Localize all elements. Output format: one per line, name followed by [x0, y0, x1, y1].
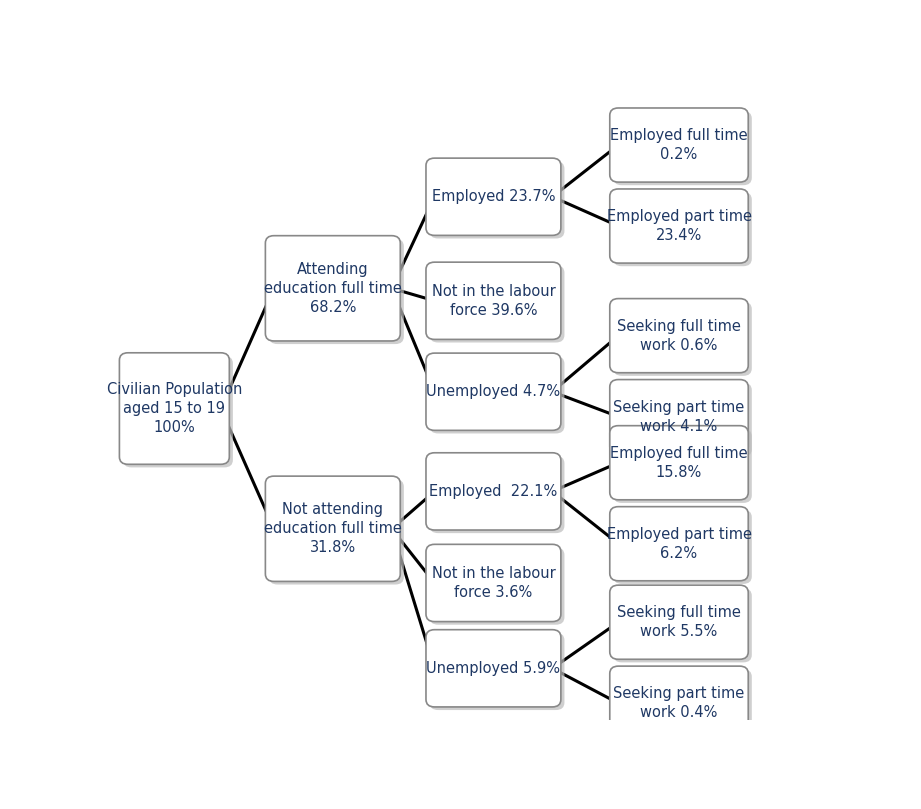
FancyBboxPatch shape — [426, 453, 561, 530]
FancyBboxPatch shape — [269, 479, 403, 585]
FancyBboxPatch shape — [269, 239, 403, 344]
Text: Seeking part time
work 4.1%: Seeking part time work 4.1% — [613, 400, 745, 434]
Text: Attending
education full time
68.2%: Attending education full time 68.2% — [264, 261, 402, 315]
Text: Not in the labour
force 3.6%: Not in the labour force 3.6% — [432, 565, 555, 600]
Text: Employed full time
0.2%: Employed full time 0.2% — [611, 128, 748, 162]
FancyBboxPatch shape — [123, 356, 233, 468]
Text: Seeking part time
work 0.4%: Seeking part time work 0.4% — [613, 686, 745, 720]
FancyBboxPatch shape — [429, 456, 565, 533]
FancyBboxPatch shape — [613, 111, 752, 185]
FancyBboxPatch shape — [613, 669, 752, 743]
FancyBboxPatch shape — [426, 158, 561, 235]
FancyBboxPatch shape — [613, 510, 752, 584]
Text: Unemployed 5.9%: Unemployed 5.9% — [426, 661, 560, 676]
Text: Seeking full time
work 5.5%: Seeking full time work 5.5% — [617, 605, 741, 639]
FancyBboxPatch shape — [429, 356, 565, 434]
Text: Not attending
education full time
31.8%: Not attending education full time 31.8% — [264, 502, 402, 556]
FancyBboxPatch shape — [426, 262, 561, 340]
Text: Employed full time
15.8%: Employed full time 15.8% — [611, 446, 748, 480]
Text: Employed part time
6.2%: Employed part time 6.2% — [607, 527, 752, 561]
Text: Employed part time
23.4%: Employed part time 23.4% — [607, 209, 752, 244]
Text: Employed 23.7%: Employed 23.7% — [432, 189, 555, 204]
FancyBboxPatch shape — [613, 302, 752, 376]
FancyBboxPatch shape — [426, 353, 561, 430]
FancyBboxPatch shape — [265, 235, 401, 341]
FancyBboxPatch shape — [610, 189, 748, 263]
FancyBboxPatch shape — [610, 585, 748, 659]
FancyBboxPatch shape — [429, 633, 565, 710]
Text: Civilian Population
aged 15 to 19
100%: Civilian Population aged 15 to 19 100% — [107, 382, 242, 435]
FancyBboxPatch shape — [610, 426, 748, 500]
FancyBboxPatch shape — [426, 629, 561, 707]
FancyBboxPatch shape — [610, 666, 748, 740]
Text: Not in the labour
force 39.6%: Not in the labour force 39.6% — [432, 284, 555, 318]
FancyBboxPatch shape — [429, 265, 565, 342]
Text: Employed  22.1%: Employed 22.1% — [429, 484, 557, 499]
Text: Unemployed 4.7%: Unemployed 4.7% — [426, 384, 561, 399]
FancyBboxPatch shape — [613, 192, 752, 266]
FancyBboxPatch shape — [265, 477, 401, 582]
FancyBboxPatch shape — [426, 544, 561, 621]
FancyBboxPatch shape — [610, 379, 748, 454]
FancyBboxPatch shape — [610, 506, 748, 581]
Text: Seeking full time
work 0.6%: Seeking full time work 0.6% — [617, 319, 741, 353]
FancyBboxPatch shape — [613, 383, 752, 457]
FancyBboxPatch shape — [613, 429, 752, 503]
FancyBboxPatch shape — [429, 548, 565, 625]
FancyBboxPatch shape — [429, 161, 565, 239]
FancyBboxPatch shape — [610, 299, 748, 373]
FancyBboxPatch shape — [120, 353, 229, 464]
FancyBboxPatch shape — [610, 108, 748, 182]
FancyBboxPatch shape — [613, 588, 752, 663]
